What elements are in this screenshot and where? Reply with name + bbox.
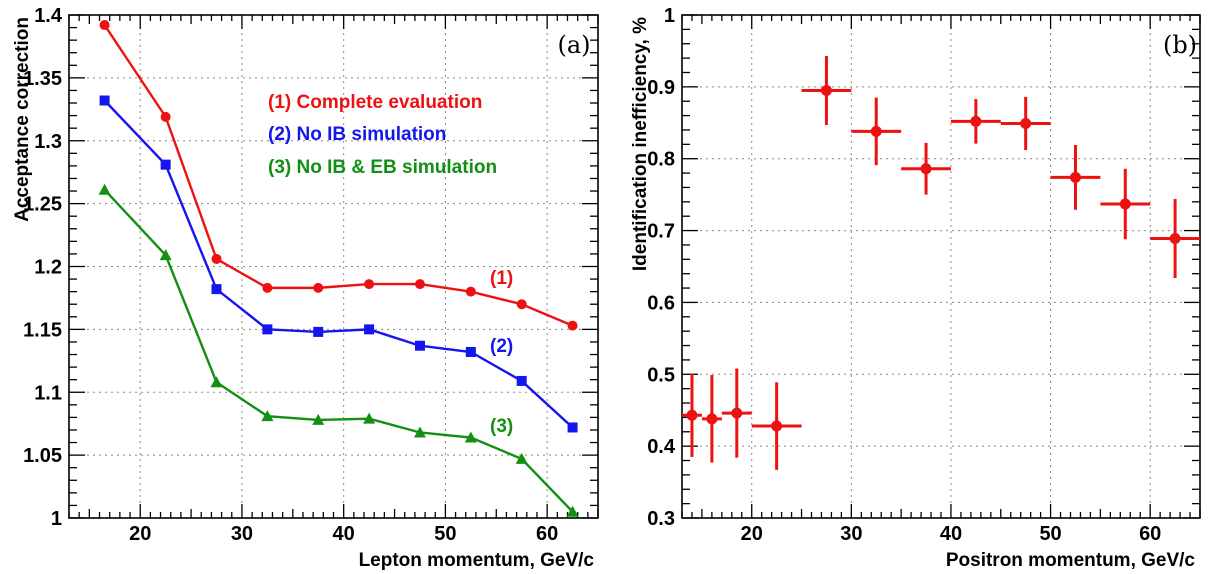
data-point (731, 407, 743, 419)
data-point-series-1 (364, 279, 375, 290)
x-tick-label: 40 (940, 523, 962, 545)
y-tick-label: 1.1 (34, 382, 62, 404)
x-axis-title: Positron momentum, GeV/c (946, 550, 1196, 571)
data-point-series-1 (516, 299, 527, 310)
y-tick-label: 1 (51, 508, 62, 530)
data-point-series-3 (312, 413, 325, 425)
data-point-series-1 (414, 279, 425, 290)
series-line-1 (103, 24, 574, 327)
data-point-series-3 (98, 183, 111, 195)
y-tick-label: 1.4 (34, 5, 63, 27)
data-point-series-3 (261, 410, 274, 422)
x-tick-label: 30 (231, 523, 253, 545)
data-point-series-1 (99, 20, 110, 31)
plot-frame (681, 14, 1201, 519)
y-axis-title: Identification inefficiency, % (630, 17, 651, 271)
x-tick-label: 20 (129, 523, 151, 545)
panel-tag: (b) (1163, 31, 1197, 59)
y-tick-label: 1.3 (34, 131, 62, 153)
y-tick-label: 0.7 (647, 221, 675, 243)
data-point-series-1 (262, 282, 273, 293)
data-point-series-3 (464, 431, 477, 443)
data-point-series-2 (313, 326, 324, 337)
x-tick-label: 40 (333, 523, 355, 545)
curve-label-1: (1) (490, 268, 513, 289)
x-tick-label: 60 (1139, 523, 1161, 545)
data-point (1069, 171, 1081, 183)
legend-entry-3: (3) No IB & EB simulation (268, 157, 497, 178)
data-point-series-2 (465, 347, 476, 358)
data-point (920, 163, 932, 175)
y-tick-label: 1.2 (34, 257, 62, 279)
legend-entry-1: (1) Complete evaluation (268, 92, 482, 113)
x-tick-label: 30 (840, 523, 862, 545)
data-point-series-3 (413, 426, 426, 438)
data-point-series-3 (363, 412, 376, 424)
data-point-series-1 (313, 282, 324, 293)
curve-label-2: (2) (490, 336, 513, 357)
x-tick-label: 60 (536, 523, 558, 545)
data-point-series-2 (567, 422, 578, 433)
data-point-series-3 (515, 452, 528, 464)
series-line-2 (103, 99, 574, 429)
series-line-3 (103, 188, 574, 513)
curve-label-3: (3) (490, 416, 513, 437)
panel-tag: (a) (557, 31, 590, 59)
x-tick-label: 50 (1039, 523, 1061, 545)
data-point-series-3 (159, 249, 172, 261)
data-point-series-1 (465, 286, 476, 297)
data-point (686, 409, 698, 421)
y-tick-label: 1.15 (23, 319, 62, 341)
data-point (1020, 118, 1032, 130)
data-point (820, 84, 832, 96)
x-axis-title: Lepton momentum, GeV/c (359, 550, 595, 571)
data-point-series-2 (262, 324, 273, 335)
y-tick-label: 0.5 (647, 364, 675, 386)
data-point (1119, 198, 1131, 210)
panel-b: 20 30 40 50 60 0.3 0.4 0.5 0.6 0.7 0.8 0.9 1 Positron… (630, 5, 1201, 571)
data-point (771, 420, 783, 432)
y-tick-label: 1.05 (23, 445, 62, 467)
data-point-series-1 (567, 320, 578, 331)
data-point-series-3 (566, 505, 579, 517)
y-tick-label: 0.8 (647, 149, 675, 171)
y-tick-label: 1 (664, 5, 675, 27)
y-tick-label: 1.35 (23, 68, 62, 90)
data-point-series-2 (211, 284, 222, 295)
data-point (1169, 232, 1181, 244)
data-point (870, 125, 882, 137)
data-point-series-2 (160, 159, 171, 170)
data-point (706, 413, 718, 425)
y-axis-title: Acceptance correction (12, 17, 33, 222)
data-point-series-1 (211, 253, 222, 264)
y-tick-label: 1.25 (23, 194, 62, 216)
y-tick-label: 0.3 (647, 508, 675, 530)
x-tick-label: 20 (741, 523, 763, 545)
y-tick-label: 0.6 (647, 292, 675, 314)
data-point-series-2 (414, 340, 425, 351)
data-point-series-3 (210, 376, 223, 388)
data-point-series-1 (160, 111, 171, 122)
panel-a: 20 30 40 50 60 1 1.05 1.1 1.15 1.2 1.25 1.3 1.35 1.4 L… (12, 5, 599, 571)
y-tick-label: 0.9 (647, 77, 675, 99)
legend-entry-2: (2) No IB simulation (268, 124, 446, 145)
y-tick-label: 0.4 (647, 436, 676, 458)
x-tick-label: 50 (434, 523, 456, 545)
data-point-series-2 (364, 324, 375, 335)
data-point (970, 115, 982, 127)
data-point-series-2 (99, 95, 110, 106)
data-point-series-2 (516, 375, 527, 386)
